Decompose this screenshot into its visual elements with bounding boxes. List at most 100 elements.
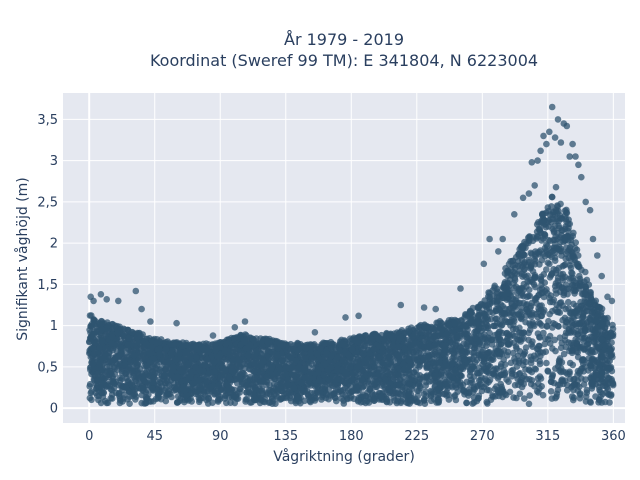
data-point <box>231 399 239 407</box>
data-point <box>573 339 580 347</box>
data-point <box>510 339 518 347</box>
data-point <box>401 338 408 346</box>
data-point <box>316 377 323 384</box>
data-point <box>562 329 570 337</box>
data-point <box>339 356 346 364</box>
data-point <box>516 336 524 344</box>
data-point <box>515 262 522 270</box>
data-point <box>389 375 397 382</box>
data-point <box>364 378 372 385</box>
data-point <box>417 384 424 392</box>
data-point <box>386 389 393 396</box>
data-point <box>88 312 95 319</box>
data-point <box>556 334 564 342</box>
data-point <box>540 271 548 278</box>
data-point <box>188 380 195 388</box>
data-point <box>475 313 482 321</box>
data-point <box>483 306 491 313</box>
data-point <box>177 368 185 375</box>
data-point <box>541 340 548 348</box>
data-point <box>377 393 385 401</box>
data-point <box>475 364 483 372</box>
data-point <box>609 321 616 329</box>
data-point <box>523 375 530 383</box>
data-point <box>145 391 152 398</box>
data-point <box>128 381 136 389</box>
data-point <box>539 211 546 218</box>
data-point <box>537 229 545 236</box>
data-point <box>548 193 556 201</box>
data-point <box>549 225 556 233</box>
data-point <box>501 309 508 317</box>
data-point <box>442 362 450 370</box>
data-point <box>544 242 551 250</box>
data-point <box>221 347 228 354</box>
data-point <box>394 343 402 350</box>
data-point <box>407 344 414 352</box>
data-point <box>298 379 306 387</box>
data-point <box>88 388 95 396</box>
data-point <box>536 360 544 368</box>
data-point <box>139 375 147 383</box>
data-point <box>565 254 572 262</box>
data-point <box>505 378 512 386</box>
data-point <box>543 359 550 367</box>
data-point <box>250 391 257 398</box>
data-point <box>224 381 232 389</box>
data-point <box>333 354 341 361</box>
data-point <box>555 357 563 364</box>
data-point <box>193 354 200 361</box>
data-point <box>505 305 513 313</box>
title-line-2: Koordinat (Sweref 99 TM): E 341804, N 62… <box>150 51 538 70</box>
data-point <box>511 317 518 325</box>
data-point <box>246 373 254 381</box>
data-point <box>544 368 552 375</box>
data-point <box>558 252 565 259</box>
data-point <box>587 399 594 406</box>
data-point <box>321 339 329 347</box>
data-point <box>556 309 564 317</box>
data-point <box>419 328 426 336</box>
data-point <box>102 397 109 405</box>
data-point <box>290 384 298 392</box>
data-point <box>411 376 418 383</box>
data-point <box>421 322 428 329</box>
data-point <box>139 387 147 395</box>
data-point <box>494 288 502 296</box>
data-point <box>520 299 527 307</box>
data-point <box>564 370 571 378</box>
data-point <box>603 320 611 328</box>
data-point <box>435 396 443 404</box>
data-point <box>149 378 157 386</box>
data-point <box>501 316 509 324</box>
data-point <box>282 370 289 378</box>
data-point <box>555 207 562 215</box>
chart-title: År 1979 - 2019 Koordinat (Sweref 99 TM):… <box>150 30 538 70</box>
data-point <box>567 329 575 336</box>
data-point <box>245 385 252 393</box>
data-point <box>422 334 430 342</box>
data-point <box>568 319 576 327</box>
data-point <box>529 338 536 345</box>
data-point <box>501 371 509 378</box>
data-point <box>544 251 552 258</box>
data-point <box>203 377 210 385</box>
data-point <box>234 380 241 387</box>
data-point <box>102 345 109 352</box>
data-point <box>539 250 547 258</box>
data-point <box>216 344 224 351</box>
data-point <box>519 245 527 252</box>
data-point <box>538 322 546 329</box>
data-point <box>593 343 601 351</box>
data-point <box>477 332 485 340</box>
data-point <box>116 344 124 351</box>
data-point <box>570 300 577 308</box>
data-point <box>383 396 391 403</box>
data-point <box>568 281 576 288</box>
data-point <box>521 265 528 273</box>
data-point <box>489 356 497 363</box>
data-point <box>242 398 249 405</box>
data-point <box>164 338 171 345</box>
data-points <box>86 103 617 408</box>
data-point <box>555 264 563 272</box>
